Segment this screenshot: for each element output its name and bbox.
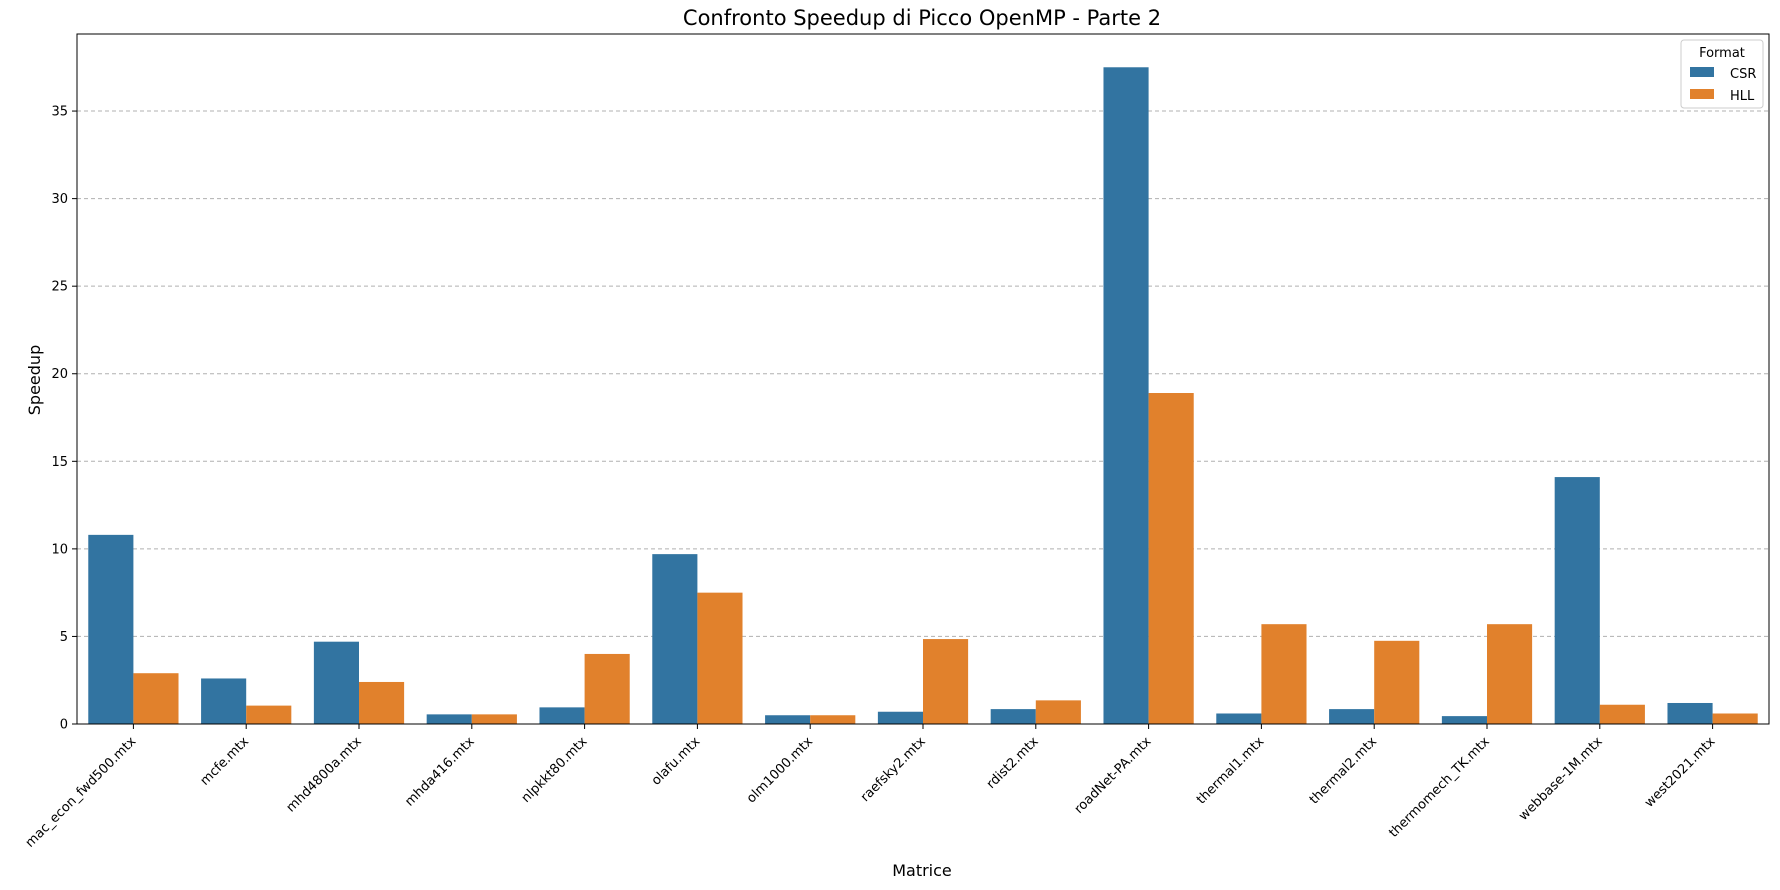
bar-csr — [426, 714, 472, 724]
bar-csr — [1554, 477, 1600, 724]
y-tick-label: 35 — [51, 105, 68, 120]
bar-csr — [877, 711, 923, 724]
bar-csr — [88, 534, 134, 724]
bar-csr — [652, 554, 698, 724]
legend-swatch-hll — [1690, 89, 1714, 99]
bar-hll — [133, 673, 179, 724]
chart-title: Confronto Speedup di Picco OpenMP - Part… — [683, 6, 1161, 30]
bar-hll — [1035, 700, 1081, 724]
bar-hll — [359, 681, 405, 724]
bar-csr — [1216, 713, 1262, 724]
y-tick-label: 20 — [51, 367, 68, 382]
bar-csr — [1667, 702, 1713, 724]
bars-group — [88, 67, 1758, 724]
bar-hll — [584, 653, 630, 724]
y-tick-label: 25 — [51, 280, 68, 295]
legend-label-hll: HLL — [1730, 89, 1755, 104]
bar-csr — [765, 715, 811, 724]
x-tick-label: thermal2.mtx — [1307, 734, 1380, 807]
legend-label-csr: CSR — [1730, 67, 1756, 82]
bar-hll — [923, 639, 969, 724]
bar-csr — [539, 707, 585, 724]
bar-hll — [1599, 704, 1645, 724]
y-tick-label: 0 — [60, 718, 68, 733]
x-tick-label: olm1000.mtx — [744, 734, 816, 806]
bar-csr — [201, 678, 247, 724]
legend-swatch-csr — [1690, 67, 1714, 77]
bar-csr — [990, 709, 1036, 724]
legend-title: Format — [1699, 46, 1745, 61]
bar-hll — [1712, 713, 1758, 724]
legend: Format CSR HLL — [1680, 39, 1764, 109]
bar-csr — [313, 641, 359, 724]
y-axis: 0 5 10 15 20 25 30 35 — [51, 105, 77, 733]
x-tick-label: thermomech_TK.mtx — [1386, 734, 1493, 841]
bar-hll — [471, 714, 517, 724]
bar-hll — [810, 715, 856, 724]
y-tick-label: 15 — [51, 455, 68, 470]
bar-hll — [1487, 624, 1533, 724]
bar-hll — [1374, 640, 1420, 724]
x-tick-label: raefsky2.mtx — [858, 734, 929, 805]
y-tick-label: 5 — [60, 630, 68, 645]
x-tick-label: roadNet-PA.mtx — [1072, 734, 1155, 817]
plot-frame — [76, 33, 1770, 725]
bar-csr — [1103, 67, 1149, 724]
x-tick-label: mcfe.mtx — [198, 734, 253, 789]
y-tick-label: 10 — [51, 542, 68, 557]
x-tick-label: west2021.mtx — [1642, 734, 1719, 811]
x-axis-title: Matrice — [892, 861, 952, 880]
grid-lines — [77, 110, 1769, 637]
bar-csr — [1329, 709, 1375, 724]
x-tick-label: mac_econ_fwd500.mtx — [23, 734, 140, 851]
x-tick-label: webbase-1M.mtx — [1516, 734, 1606, 824]
y-axis-title: Speedup — [25, 345, 44, 415]
y-tick-label: 30 — [51, 192, 68, 207]
bar-hll — [1148, 393, 1194, 724]
x-tick-label: olafu.mtx — [649, 734, 704, 789]
bar-csr — [1441, 716, 1487, 724]
bar-hll — [246, 705, 292, 724]
x-tick-label: mhda416.mtx — [402, 734, 478, 810]
bar-hll — [697, 592, 743, 724]
x-tick-label: thermal1.mtx — [1194, 734, 1267, 807]
x-tick-label: nlpkkt80.mtx — [519, 734, 591, 806]
bar-hll — [1261, 624, 1307, 724]
x-tick-label: rdist2.mtx — [984, 734, 1042, 792]
x-axis: mac_econ_fwd500.mtx mcfe.mtx mhd4800a.mtx m… — [23, 724, 1719, 851]
x-tick-label: mhd4800a.mtx — [284, 734, 365, 815]
